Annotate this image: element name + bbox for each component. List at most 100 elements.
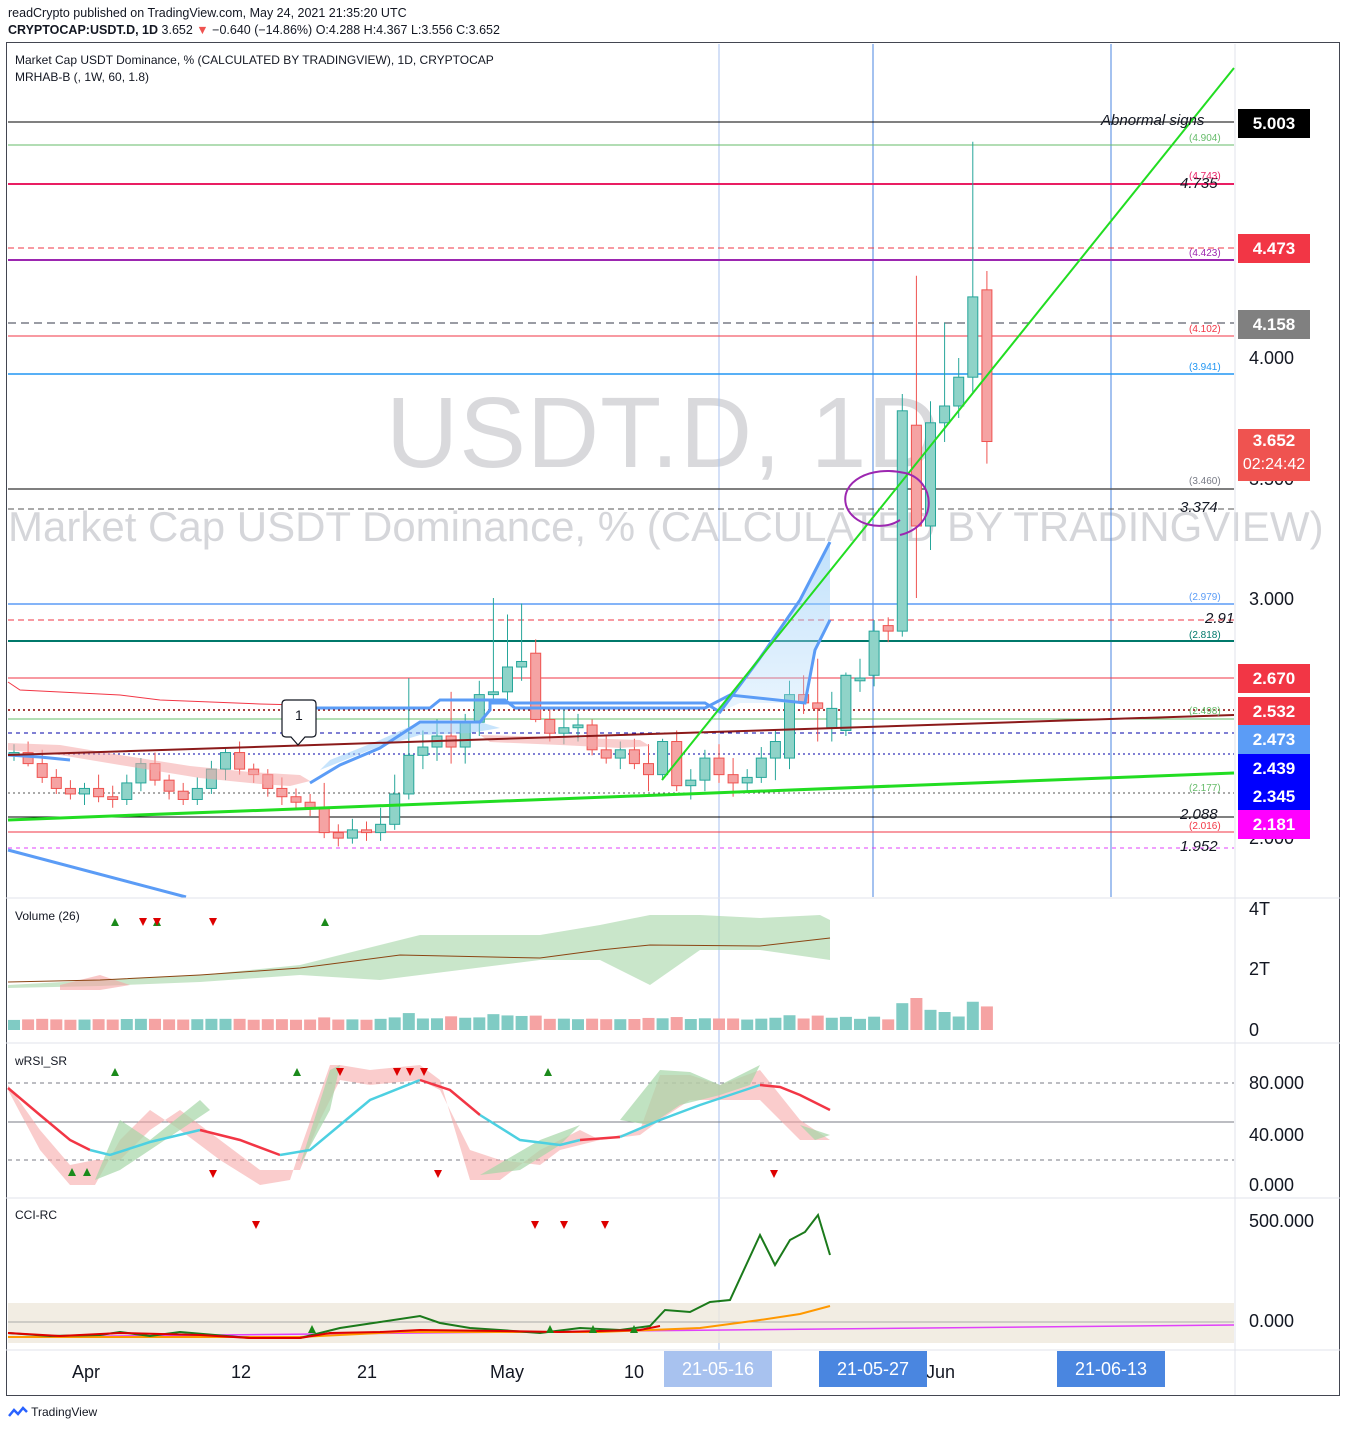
rsi-green-band [95,1065,830,1180]
volume-bar-53 [755,1018,768,1030]
volume-bar-68 [966,1001,979,1030]
cci-title: CCI-RC [15,1208,57,1222]
candle-body-24 [346,829,358,839]
candle-body-48 [685,779,697,787]
rsi-line-i [759,1083,831,1112]
rsi-signal-9 [209,1170,217,1178]
rsi-signal-0 [111,1068,119,1076]
candle-body-55 [784,694,795,759]
candle-body-62 [882,625,894,632]
volume-bar-61 [868,1016,881,1030]
xtick-21: 21 [357,1362,378,1382]
price-label-5003: 5.003 [1238,109,1310,138]
abnormal-signs-label: Abnormal signs [1101,112,1205,129]
volume-title: Volume (26) [15,909,80,923]
level-tag-8: (2.498) [1189,706,1221,717]
candle-body-44 [628,749,640,765]
price-label-2181: 2.181 [1238,810,1310,839]
open-value: 4.288 [328,23,361,37]
level-tag-3: (4.102) [1189,324,1221,335]
rsi-axis-40: 40.000 [1249,1125,1305,1145]
candle-body-28 [403,754,415,795]
mrhab-blue-band [320,722,500,770]
volume-signal-1 [139,918,147,926]
level-2088: 2.088 [1180,806,1218,823]
candle-body-7 [107,796,119,800]
volume-bar-25 [360,1019,373,1030]
level-3374: 3.374 [1180,499,1218,516]
cci-signal-5 [546,1325,554,1333]
low-value: 3.556 [421,23,453,37]
name-watermark: Market Cap USDT Dominance, % (CALCULATED… [8,503,1324,550]
mrhab-lower-line [309,541,832,785]
level-tag-7: (2.818) [1189,630,1221,641]
level-tag-5: (3.460) [1189,476,1221,487]
candle-body-50 [713,757,725,776]
cci-signal-2 [560,1221,568,1229]
candle-body-65 [925,422,936,527]
price-label-4158: 4.158 [1238,310,1310,339]
volume-bar-55 [783,1015,796,1030]
volume-bar-59 [839,1016,852,1030]
candle-body-68 [967,296,979,378]
candle-body-2 [36,763,48,778]
candle-body-37 [530,652,542,720]
horizontal-levels [8,121,1234,849]
rsi-line-c [199,1128,281,1157]
volume-bar-37 [529,1015,542,1030]
volume-bar-6 [92,1019,105,1030]
volume-ma-line [7,937,831,983]
volume-bar-58 [825,1017,838,1030]
symbol-watermark: USDT.D, 1D [386,377,941,489]
candle-body-67 [953,376,965,407]
rsi-signal-11 [770,1170,778,1178]
price-label-2473: 2.473 [1238,725,1310,754]
rsi-signal-10 [434,1170,442,1178]
cci-signal-7 [630,1325,638,1333]
volume-pane [7,915,993,1030]
volume-bar-28 [402,1013,415,1030]
volume-bar-50 [713,1018,725,1030]
candle-body-26 [375,823,387,834]
volume-bar-34 [487,1014,500,1030]
candle-body-22 [318,807,330,834]
cci-signal-6 [589,1325,597,1333]
blue-trend-down [7,848,187,899]
open-label: O: [315,23,329,37]
rsi-signal-5 [420,1068,428,1076]
candle-body-4 [64,787,76,795]
close-label: C: [456,23,469,37]
volume-axis-2t: 2T [1249,959,1271,979]
candle-body-29 [417,746,429,756]
callout-marker [281,699,317,746]
volume-bar-51 [727,1018,740,1030]
mrhab-red-thin [7,681,301,706]
candle-body-69 [981,289,993,443]
candle-body-43 [614,749,626,759]
tradingview-brand[interactable]: TradingView [8,1405,97,1420]
level-tag-10: (2.016) [1189,821,1221,832]
price-label-4473: 4.473 [1238,234,1310,263]
volume-bar-27 [388,1017,401,1030]
price-change: −0.640 (−14.86%) [212,23,313,37]
volume-bar-0 [8,1019,20,1030]
rsi-red-band [8,1065,830,1185]
level-1952: 1.952 [1180,838,1218,855]
volume-bar-22 [318,1017,331,1030]
volume-signal-0 [111,918,119,926]
symbol-name: CRYPTOCAP:USDT.D, 1D [8,23,159,37]
candle-body-53 [755,757,767,778]
candle-body-41 [586,724,598,751]
volume-bar-44 [628,1019,641,1030]
close-value: 3.652 [468,23,500,37]
cci-axis-0: 0.000 [1249,1311,1295,1331]
volume-bar-20 [290,1019,302,1030]
chart-frame [6,42,1340,1396]
volume-bar-41 [586,1018,599,1030]
price-label-2532: 2.532 [1238,697,1310,726]
level-291: 2.91 [1205,610,1235,627]
candle-body-23 [332,832,344,839]
cci-signal-4 [308,1325,316,1333]
volume-bar-65 [924,1009,937,1030]
